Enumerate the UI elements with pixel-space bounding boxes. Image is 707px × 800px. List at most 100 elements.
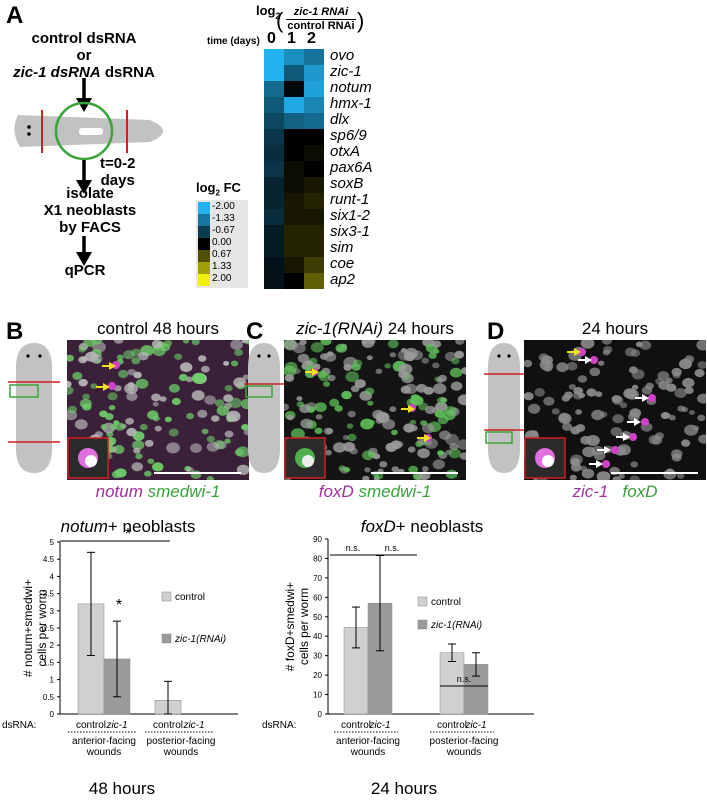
heatmap-cell — [264, 145, 284, 161]
panel-label-d: D — [487, 318, 505, 345]
panel-c-title: zic-1(RNAi) 24 hours — [284, 319, 466, 339]
y-tick-label: 20 — [313, 671, 322, 680]
legend-swatch — [198, 214, 210, 226]
chart-footer: 48 hours — [89, 779, 155, 798]
gene-label: soxB — [330, 175, 364, 192]
panel-b-micrograph — [67, 340, 249, 480]
y-tick-label: 5 — [50, 538, 55, 547]
flow-line-zic-ds: dsRNA — [100, 64, 155, 81]
panel-b-title: control 48 hours — [97, 319, 219, 338]
heatmap-cell — [304, 145, 324, 161]
legend-swatch — [417, 596, 428, 607]
bar-label-zic: zic-1 — [182, 720, 204, 731]
gene-label: otxA — [330, 143, 361, 160]
heatmap-title-log: log — [256, 3, 276, 18]
probe-zic1-d: zic-1 — [572, 482, 609, 501]
bar-label-control: control — [76, 720, 106, 731]
y-tick-label: 60 — [313, 593, 322, 602]
panel-label-b: B — [6, 318, 24, 345]
heatmap-paren-left: ( — [276, 8, 284, 33]
heatmap-cell — [264, 113, 284, 129]
bar-label-control: control — [437, 720, 467, 731]
group-label: anterior-facing — [336, 736, 400, 747]
legend-tick: -0.67 — [212, 225, 235, 236]
y-tick-label: 70 — [313, 574, 322, 583]
heatmap-cell — [304, 161, 324, 177]
significance-mark: n.s. — [346, 543, 361, 553]
heatmap-cell — [304, 49, 324, 65]
heatmap-cell — [304, 97, 324, 113]
legend-swatch — [198, 226, 210, 238]
gene-label: six1-2 — [330, 207, 371, 224]
heatmap-cell — [284, 193, 304, 209]
legend-tick: 2.00 — [212, 273, 232, 284]
y-tick-label: 0 — [318, 710, 323, 719]
group-label: posterior-facing — [430, 736, 499, 747]
heatmap-cell — [264, 193, 284, 209]
chart-footer: 24 hours — [371, 779, 437, 798]
worm-pharynx — [79, 128, 103, 135]
bar — [439, 652, 465, 715]
bar-label-control: control — [341, 720, 371, 731]
y-tick-label: 2 — [50, 641, 55, 650]
flow-line-zic: zic-1 dsRNA — [13, 64, 101, 81]
dsrna-label: dsRNA: — [2, 720, 36, 731]
panel-label-c: C — [246, 318, 264, 345]
legend-swatch — [417, 619, 428, 630]
y-tick-label: 40 — [313, 632, 322, 641]
group-label: wounds — [86, 747, 121, 758]
gene-label: notum — [330, 79, 372, 96]
heatmap-cell — [284, 257, 304, 273]
gene-label: pax6A — [330, 159, 373, 176]
gene-label: hmx-1 — [330, 95, 372, 112]
y-tick-label: 0 — [50, 710, 55, 719]
heatmap-cell — [304, 273, 324, 289]
legend-tick: 0.00 — [212, 237, 232, 248]
chart-title: notum+ neoblasts — [61, 517, 196, 536]
probe-foxd-d: foxD — [622, 482, 658, 501]
heatmap-cell — [304, 129, 324, 145]
day-2: 2 — [307, 30, 316, 47]
heatmap-cell — [284, 161, 304, 177]
gene-label: dlx — [330, 111, 350, 128]
x1-region-circle — [54, 101, 114, 161]
heatmap-cell — [304, 193, 324, 209]
legend-tick: -1.33 — [212, 213, 235, 224]
panel-c-title-italic: zic-1(RNAi) — [296, 319, 383, 338]
legend-tick: 0.67 — [212, 249, 232, 260]
foxd-neoblast-chart: foxD+ neoblasts 0 10 20 30 40 50 60 70 80 90 # foxD… — [262, 517, 534, 798]
legend-swatch — [198, 238, 210, 250]
heatmap-cell — [284, 65, 304, 81]
heatmap-cell — [304, 113, 324, 129]
heatmap-cell — [284, 113, 304, 129]
significance-mark: * — [125, 526, 131, 543]
heatmap-title-sub: 2 — [275, 11, 281, 22]
heatmap-cell — [284, 81, 304, 97]
flow-treatment: control dsRNA or zic-1 dsRNA dsRNA — [0, 30, 168, 81]
legend-tick: 1.33 — [212, 261, 232, 272]
heatmap-cell — [284, 177, 304, 193]
bar-label-zic: zic-1 — [464, 720, 486, 731]
legend-label: zic-1(RNAi) — [430, 620, 482, 631]
significance-mark: * — [116, 597, 122, 614]
legend-title-log: log — [196, 180, 216, 195]
y-tick-label: 3.5 — [43, 590, 55, 599]
panel-c-title-rest: 24 hours — [383, 319, 454, 338]
gene-label: ovo — [330, 47, 355, 64]
heatmap-cell — [264, 257, 284, 273]
heatmap-cell — [304, 257, 324, 273]
panel-b-worm-schematic — [8, 343, 60, 473]
panel-c-micrograph — [284, 340, 466, 480]
bar-label-zic: zic-1 — [105, 720, 127, 731]
heatmap-cell — [264, 225, 284, 241]
legend-swatch — [198, 274, 210, 286]
gene-label: ap2 — [330, 271, 356, 288]
y-tick-label: 4 — [50, 572, 55, 581]
heatmap-numerator: zic-1 RNAi — [286, 6, 356, 20]
panel-d-micrograph — [524, 340, 706, 480]
gene-label: sim — [330, 239, 354, 256]
flow-time-line2: days — [100, 172, 135, 189]
flow-line-or: or — [76, 47, 92, 64]
flow-diagram — [14, 78, 164, 266]
y-tick-label: 90 — [313, 535, 322, 544]
